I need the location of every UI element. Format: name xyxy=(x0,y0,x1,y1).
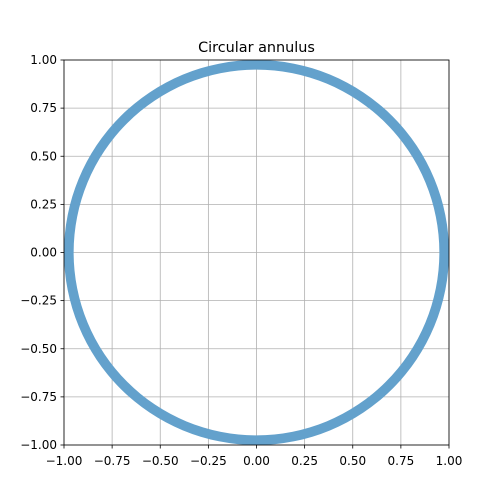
y-tick-label: −1.00 xyxy=(20,438,57,452)
x-tick-label: −0.75 xyxy=(94,454,131,468)
y-tick-label: 1.00 xyxy=(30,53,57,67)
x-tick-label: 0.25 xyxy=(291,454,318,468)
x-tick-label: 1.00 xyxy=(436,454,463,468)
y-tick-label: −0.75 xyxy=(20,390,57,404)
y-tick-label: 0.00 xyxy=(30,246,57,260)
x-tick-label: −0.25 xyxy=(190,454,227,468)
x-tick-label: −0.50 xyxy=(142,454,179,468)
x-tick-label: 0.00 xyxy=(243,454,270,468)
y-tick-label: 0.75 xyxy=(30,101,57,115)
y-tick-label: −0.25 xyxy=(20,294,57,308)
y-tick-label: −0.50 xyxy=(20,342,57,356)
chart-title: Circular annulus xyxy=(198,40,315,56)
y-tick-label: 0.25 xyxy=(30,197,57,211)
x-tick-label: 0.50 xyxy=(339,454,366,468)
x-tick-label: 0.75 xyxy=(388,454,415,468)
y-axis: −1.00 −0.75 −0.50 −0.25 0.00 0.25 0.50 0.75 1.00 xyxy=(20,53,64,452)
y-tick-label: 0.50 xyxy=(30,149,57,163)
x-tick-label: −1.00 xyxy=(46,454,83,468)
x-axis: −1.00 −0.75 −0.50 −0.25 0.00 0.25 0.50 0.75 1.00 xyxy=(46,445,463,468)
